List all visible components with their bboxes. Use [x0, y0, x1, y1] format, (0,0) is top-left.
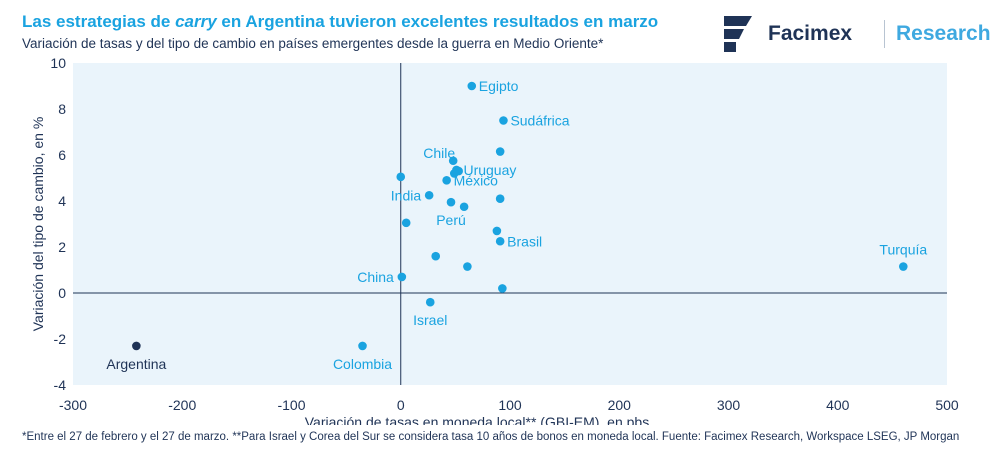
- data-point: [495, 236, 505, 246]
- data-point: [401, 218, 411, 228]
- x-tick-label: 300: [717, 397, 741, 413]
- x-tick-label: -100: [277, 397, 305, 413]
- brand-divider: [884, 20, 885, 48]
- y-tick-label: 2: [58, 239, 66, 255]
- data-point: [132, 341, 141, 351]
- data-point: [498, 284, 507, 293]
- data-point-label: India: [391, 187, 422, 203]
- y-tick-label: 0: [58, 285, 66, 301]
- data-point: [442, 176, 451, 185]
- data-point: [899, 262, 908, 271]
- y-tick-label: 10: [50, 55, 66, 71]
- data-point: [397, 272, 407, 282]
- data-point: [449, 169, 459, 178]
- data-point-label: México: [454, 172, 499, 188]
- x-tick-label: 0: [397, 397, 405, 413]
- brand-name: Facimex: [768, 22, 853, 45]
- data-point: [396, 172, 406, 182]
- y-tick-label: 4: [58, 193, 66, 209]
- data-point-label: Turquía: [879, 242, 927, 258]
- x-axis-label: Variación de tasas en moneda local** (GB…: [305, 414, 649, 425]
- scatter-chart: -300 -200 -100 0 100 200 300 400 500 -4 -2 0 2 4 6 8 10 V…: [30, 55, 959, 425]
- x-tick-label: -300: [59, 397, 87, 413]
- chart-title: Las estrategias de carry en Argentina tu…: [22, 12, 659, 31]
- data-point: [463, 262, 472, 271]
- y-tick-label: -2: [54, 331, 67, 347]
- data-point: [492, 226, 502, 236]
- data-point: [425, 297, 435, 307]
- data-point-label: Egipto: [479, 78, 519, 94]
- x-tick-label: 100: [498, 397, 522, 413]
- footnote: *Entre el 27 de febrero y el 27 de marzo…: [22, 431, 960, 443]
- data-point: [448, 156, 458, 166]
- chart-subtitle: Variación de tasas y del tipo de cambio …: [22, 36, 604, 51]
- data-point-label: Uruguay: [463, 162, 516, 178]
- data-point-label: China: [357, 269, 394, 285]
- x-tick-label: -200: [168, 397, 196, 413]
- data-point-label: Perú: [436, 212, 466, 228]
- data-point: [495, 147, 505, 156]
- y-tick-label: -4: [54, 377, 67, 393]
- data-point-label: Argentina: [106, 356, 166, 372]
- brand-logo: Facimex Research: [722, 14, 991, 54]
- facimex-logo-icon: [724, 16, 752, 52]
- x-tick-label: 200: [608, 397, 632, 413]
- data-point-label: Colombia: [333, 356, 392, 372]
- data-point-label: Chile: [423, 145, 455, 161]
- data-point: [446, 197, 456, 207]
- y-tick-label: 8: [58, 101, 66, 117]
- data-point: [499, 116, 508, 125]
- data-point-label: Israel: [413, 312, 447, 328]
- brand-research-label: Research: [896, 22, 991, 45]
- data-point: [424, 190, 434, 200]
- data-point: [459, 202, 469, 212]
- x-tick-label: 500: [935, 397, 959, 413]
- data-point: [467, 81, 477, 91]
- data-point: [431, 251, 441, 261]
- data-point-label: Sudáfrica: [510, 113, 569, 129]
- x-tick-label: 400: [826, 397, 850, 413]
- plot-area: [73, 63, 947, 385]
- y-axis-label: Variación del tipo de cambio, en %: [30, 117, 46, 332]
- y-tick-label: 6: [58, 147, 66, 163]
- data-point-label: Brasil: [507, 233, 542, 249]
- data-point: [358, 341, 367, 351]
- data-point: [495, 194, 505, 203]
